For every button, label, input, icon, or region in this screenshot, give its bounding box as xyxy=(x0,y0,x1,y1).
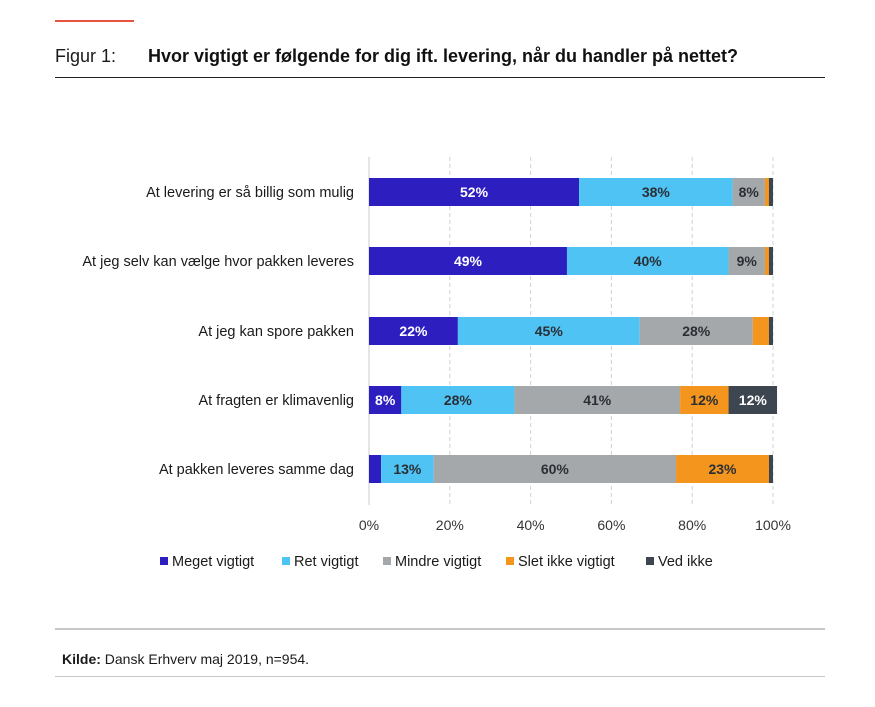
data-label: 28% xyxy=(444,392,473,408)
bar-segment xyxy=(369,178,580,206)
data-label: 22% xyxy=(399,323,428,339)
source-note: Kilde: Dansk Erhverv maj 2019, n=954. xyxy=(62,651,309,667)
bottom-divider xyxy=(55,676,825,677)
legend-swatch xyxy=(160,557,168,565)
accent-line xyxy=(55,20,134,22)
x-tick-label: 20% xyxy=(436,517,464,533)
figure-title: Hvor vigtigt er følgende for dig ift. le… xyxy=(148,46,739,66)
x-tick-label: 80% xyxy=(678,517,706,533)
bar-segment xyxy=(369,247,567,275)
bar-segment xyxy=(369,455,382,483)
bar-segment xyxy=(752,317,769,345)
bar-segment xyxy=(369,317,458,345)
category-label: At jeg kan spore pakken xyxy=(198,324,354,340)
x-tick-label: 40% xyxy=(517,517,545,533)
data-label: 28% xyxy=(682,323,711,339)
bar-segment xyxy=(728,386,778,414)
data-label: 9% xyxy=(737,253,758,269)
data-label: 52% xyxy=(460,184,489,200)
category-label: At levering er så billig som mulig xyxy=(146,185,354,201)
legend-swatch xyxy=(383,557,391,565)
data-label: 13% xyxy=(393,461,422,477)
bar-segment xyxy=(728,247,765,275)
data-label: 41% xyxy=(583,392,612,408)
data-label: 49% xyxy=(454,253,483,269)
source-divider xyxy=(55,628,825,630)
bar-segment xyxy=(768,247,773,275)
data-label: 23% xyxy=(708,461,737,477)
data-label: 12% xyxy=(739,392,768,408)
bar-segment xyxy=(579,178,733,206)
bar-segment xyxy=(457,317,640,345)
bar-segment xyxy=(401,386,515,414)
bar-segment xyxy=(369,386,402,414)
data-label: 12% xyxy=(690,392,719,408)
category-label: At pakken leveres samme dag xyxy=(159,462,354,478)
category-label: At fragten er klimavenlig xyxy=(198,393,354,409)
source-label: Kilde: xyxy=(62,651,101,667)
legend-label: Ret vigtigt xyxy=(294,554,358,570)
bar-segment xyxy=(381,455,434,483)
bar-segment xyxy=(566,247,729,275)
bar-segment xyxy=(676,455,769,483)
bar-segment xyxy=(768,317,773,345)
bar-segment xyxy=(433,455,677,483)
bar-segment xyxy=(514,386,681,414)
x-tick-label: 100% xyxy=(755,517,791,533)
bar-segment xyxy=(768,455,773,483)
data-label: 45% xyxy=(535,323,564,339)
legend-label: Ved ikke xyxy=(658,554,713,570)
bar-segment xyxy=(732,178,765,206)
legend-label: Mindre vigtigt xyxy=(395,554,481,570)
x-tick-label: 0% xyxy=(359,517,379,533)
bar-segment xyxy=(768,178,773,206)
data-label: 60% xyxy=(541,461,570,477)
legend-label: Meget vigtigt xyxy=(172,554,254,570)
stacked-bar-chart: 0% 20% 40% 60% 80% 100% At levering er så bill… xyxy=(82,157,791,570)
bar-segment xyxy=(764,178,769,206)
category-label: At jeg selv kan vælge hvor pakken levere… xyxy=(82,254,354,270)
legend-label: Slet ikke vigtigt xyxy=(518,554,615,570)
bar-segment xyxy=(764,247,769,275)
legend-swatch xyxy=(506,557,514,565)
source-text: Dansk Erhverv maj 2019, n=954. xyxy=(100,651,310,667)
bar-segment xyxy=(639,317,753,345)
legend-swatch xyxy=(646,557,654,565)
bar-segment xyxy=(680,386,729,414)
data-label: 8% xyxy=(375,392,396,408)
data-label: 8% xyxy=(739,184,760,200)
x-tick-label: 60% xyxy=(597,517,625,533)
title-divider xyxy=(55,77,825,78)
legend-swatch xyxy=(282,557,290,565)
data-label: 40% xyxy=(634,253,663,269)
data-label: 38% xyxy=(642,184,671,200)
figure-label: Figur 1: xyxy=(55,46,117,66)
